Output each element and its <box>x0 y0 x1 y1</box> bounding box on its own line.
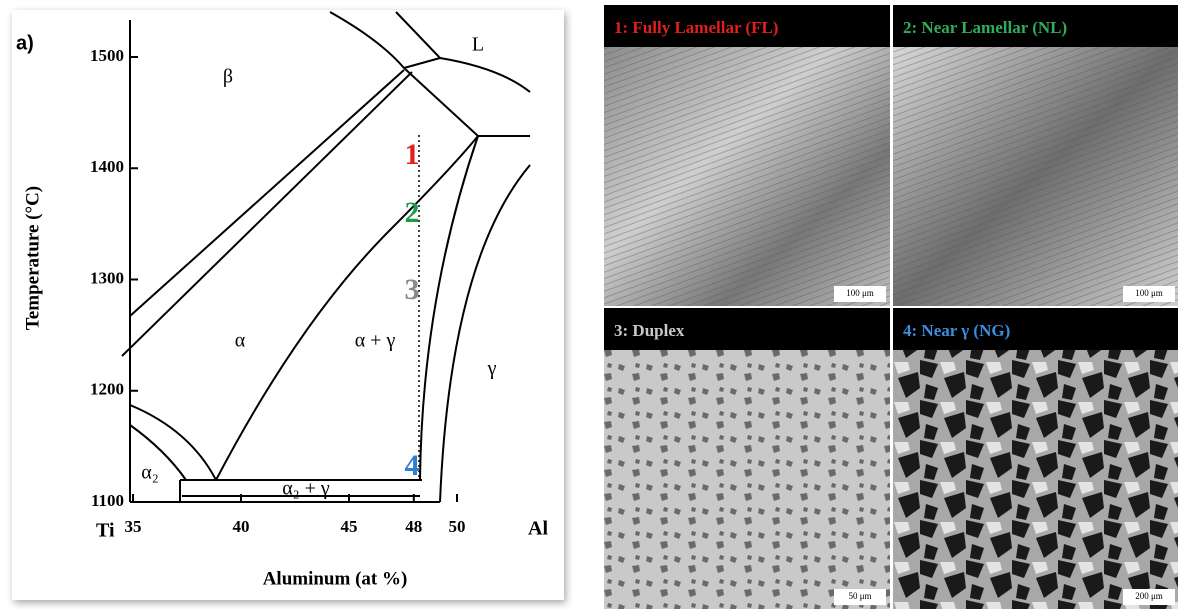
x-tick-label: 40 <box>233 517 250 536</box>
phase-region-label: α₂ <box>141 462 158 484</box>
condition-marker: 1 <box>405 138 420 171</box>
panel-label: a) <box>16 32 34 54</box>
micrographs: 1: Fully Lamellar (FL) 100 μm 2: Near Lame… <box>604 5 1178 609</box>
y-tick-label: 1500 <box>90 46 124 65</box>
scale-bar-label: 100 μm <box>846 288 874 298</box>
x-tick-label: 50 <box>449 517 466 536</box>
phase-region-label: α₂ + γ <box>282 478 330 500</box>
figure: 1: Fully Lamellar (FL) 100 μm 2: Near Lame… <box>0 0 1178 609</box>
lamellar-texture <box>604 47 890 306</box>
micrograph-title: 3: Duplex <box>614 321 685 340</box>
micrograph-image <box>604 350 890 609</box>
micrograph-title: 2: Near Lamellar (NL) <box>903 18 1067 37</box>
scale-bar-label: 50 μm <box>848 591 871 601</box>
micrograph-title: 1: Fully Lamellar (FL) <box>614 18 778 37</box>
scale-bar-label: 200 μm <box>1135 591 1163 601</box>
x-tick-label: 35 <box>125 517 142 536</box>
y-tick-label: 1200 <box>90 380 124 399</box>
x-axis-label: Aluminum (at %) <box>263 568 408 589</box>
phase-region-label: α + γ <box>355 330 396 352</box>
scale-bar-label: 100 μm <box>1135 288 1163 298</box>
x-end-label: Ti <box>96 520 115 542</box>
phase-region-label: β <box>223 66 233 88</box>
y-tick-label: 1100 <box>91 491 124 510</box>
x-tick-label: 48 <box>405 517 422 536</box>
y-axis-label: Temperature (°C) <box>22 186 43 330</box>
diagram-card <box>12 10 564 600</box>
condition-marker: 4 <box>405 449 420 482</box>
lamellar-texture <box>893 47 1178 306</box>
phase-region-label: α <box>235 330 246 352</box>
x-tick-label: 45 <box>341 517 358 536</box>
condition-marker: 3 <box>405 273 420 306</box>
micrograph-image <box>893 350 1178 609</box>
condition-marker: 2 <box>405 196 420 229</box>
x-end-label: Al <box>528 518 548 540</box>
y-tick-label: 1400 <box>90 157 124 176</box>
micrograph-title: 4: Near γ (NG) <box>903 321 1010 340</box>
phase-region-label: L <box>472 34 484 56</box>
phase-region-label: γ <box>487 358 497 380</box>
y-tick-label: 1300 <box>90 268 124 287</box>
